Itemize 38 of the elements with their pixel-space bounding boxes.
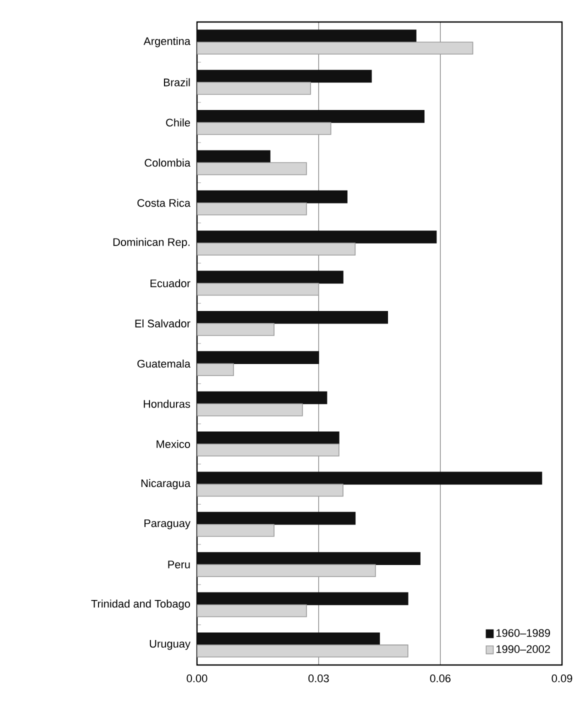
bar — [197, 403, 303, 416]
legend-label: 1960–1989 — [496, 629, 550, 637]
y-tick-label: Uruguay — [150, 640, 190, 650]
y-tick-label: Colombia — [144, 158, 190, 167]
bar — [197, 564, 376, 577]
bar — [197, 484, 344, 497]
y-tick-label: El Salvador — [135, 319, 190, 328]
bar — [197, 524, 274, 537]
x-tick-label: 0.00 — [186, 674, 208, 682]
bar — [197, 202, 307, 216]
bar — [197, 323, 274, 336]
x-tick-label: 0.06 — [430, 674, 451, 682]
y-tick-label: Ecuador — [150, 279, 190, 288]
x-tick-label: 0.09 — [552, 674, 572, 682]
x-tick-label: 0.03 — [308, 674, 329, 682]
y-tick-label: Trinidad and Tobago — [91, 600, 190, 610]
bar — [197, 604, 307, 618]
y-tick-label: Honduras — [144, 400, 190, 408]
bar — [197, 42, 474, 55]
legend-label: 1990–2002 — [496, 645, 550, 654]
y-tick-label: Chile — [166, 118, 190, 126]
y-tick-label: Brazil — [164, 78, 190, 86]
bar — [197, 363, 234, 376]
bar — [197, 242, 356, 256]
y-tick-label: Peru — [168, 560, 190, 568]
bar — [197, 122, 332, 135]
bar — [197, 644, 408, 658]
y-tick-label: Nicaragua — [141, 479, 190, 490]
y-tick-label: Guatemala — [137, 360, 190, 368]
y-tick-label: Paraguay — [144, 519, 190, 530]
bar — [197, 444, 340, 456]
y-tick-label: Costa Rica — [137, 198, 190, 207]
bar — [197, 282, 320, 296]
y-tick-label: Dominican Rep. — [113, 238, 190, 248]
y-tick-label: Argentina — [144, 36, 190, 48]
y-tick-label: Mexico — [156, 440, 190, 448]
bar — [197, 162, 307, 176]
bar — [197, 82, 311, 95]
